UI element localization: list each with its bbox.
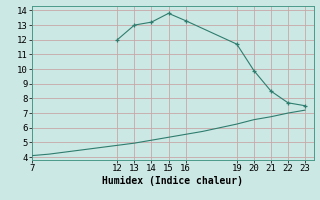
X-axis label: Humidex (Indice chaleur): Humidex (Indice chaleur) [102,176,243,186]
